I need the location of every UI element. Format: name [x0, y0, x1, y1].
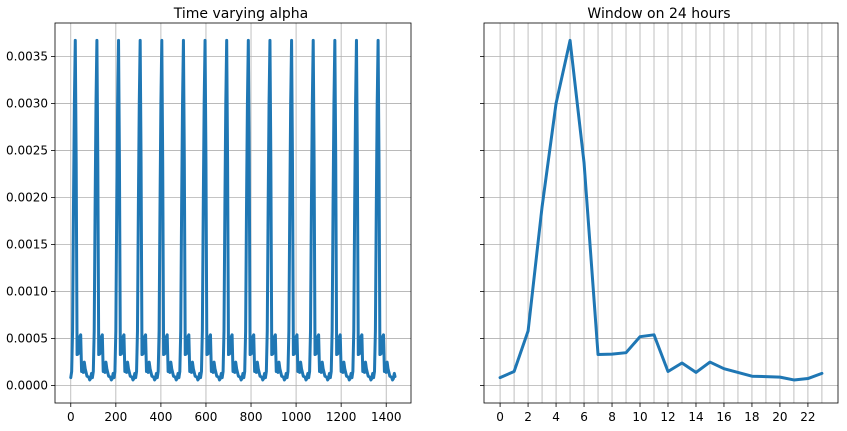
left-x-tick-label: 1400 [371, 410, 402, 424]
right-x-tick-label: 6 [580, 410, 588, 424]
right-data-point [568, 39, 572, 42]
right-data-point [624, 351, 628, 354]
left-y-tick-label: 0.0005 [6, 332, 48, 346]
left-x-tick-label: 1000 [281, 410, 312, 424]
left-y-tick-label: 0.0000 [6, 379, 48, 393]
left-x-tick-label: 0 [67, 410, 75, 424]
left-plot-frame [54, 22, 412, 404]
left-x-tick-label: 1200 [326, 410, 357, 424]
right-data-point [750, 374, 754, 378]
right-gridlines [484, 23, 838, 403]
right-x-tick-label: 12 [660, 410, 675, 424]
right-data-point [652, 333, 656, 337]
left-panel: Time varying alpha 0.00000.00050.00100.0… [6, 6, 412, 424]
right-data-point [666, 370, 670, 373]
right-x-tick-label: 0 [496, 410, 504, 424]
right-data-point [708, 360, 712, 364]
left-y-tick-label: 0.0010 [6, 285, 48, 299]
left-y-tick-label: 0.0015 [6, 238, 48, 252]
right-data-point [764, 375, 768, 378]
right-data-point [736, 371, 740, 374]
left-y-tick-label: 0.0035 [6, 49, 48, 63]
right-data-point [498, 376, 502, 379]
left-x-tick-label: 200 [104, 410, 127, 424]
right-x-tick-label: 20 [772, 410, 787, 424]
right-data-point [582, 161, 586, 164]
right-data-point [638, 335, 642, 338]
right-data-point [610, 352, 614, 356]
right-data-point [512, 370, 516, 373]
left-x-tick-label: 600 [195, 410, 218, 424]
right-data-point [680, 361, 684, 365]
right-data-point [540, 205, 544, 209]
left-y-tick-label: 0.0020 [6, 190, 48, 204]
left-y-tick-label: 0.0025 [6, 143, 48, 157]
right-data-point [722, 367, 726, 370]
left-chart-title: Time varying alpha [173, 6, 309, 22]
right-x-tick-label: 4 [552, 410, 560, 424]
right-plot-frame [483, 22, 839, 404]
right-chart-title: Window on 24 hours [587, 6, 730, 22]
right-x-tick-label: 10 [632, 410, 647, 424]
right-x-tick-label: 18 [744, 410, 759, 424]
right-x-tick-label: 16 [716, 410, 731, 424]
right-axis-ticks: 0 2 4 6 8 10 12 14 16 18 20 22 [480, 55, 816, 424]
right-data-point [526, 329, 530, 333]
right-data-point [694, 371, 698, 374]
right-data-point [554, 102, 558, 105]
left-x-tick-label: 800 [240, 410, 263, 424]
right-data-point [596, 353, 600, 356]
left-series-line [69, 38, 397, 382]
right-data-point [778, 375, 782, 379]
left-y-tick-label: 0.0030 [6, 96, 48, 110]
right-series-line [498, 38, 824, 382]
right-data-point [792, 378, 796, 382]
right-series-points [498, 39, 824, 382]
right-x-tick-label: 8 [608, 410, 616, 424]
right-x-tick-label: 14 [688, 410, 703, 424]
right-data-point [806, 377, 810, 380]
right-x-tick-label: 22 [800, 410, 815, 424]
right-x-tick-label: 2 [524, 410, 532, 424]
left-axis-ticks: 0.0000 0.0005 0.0010 0.0015 0.0020 0.0025 0.00… [6, 49, 401, 424]
right-data-point [820, 372, 824, 375]
left-x-tick-label: 400 [149, 410, 172, 424]
right-panel: Window on 24 hours 0 2 4 6 8 10 12 14 16 18 20 22 [480, 6, 839, 424]
